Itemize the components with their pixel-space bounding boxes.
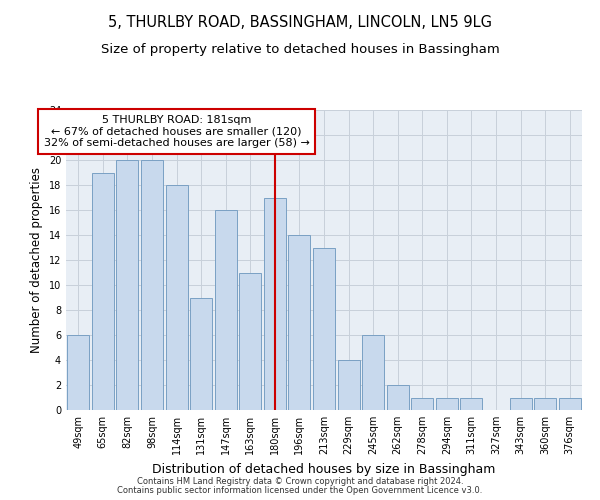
Bar — [313, 248, 335, 410]
Bar — [239, 272, 262, 410]
Bar — [338, 360, 359, 410]
Bar — [215, 210, 237, 410]
Bar — [166, 185, 188, 410]
Bar — [411, 398, 433, 410]
Bar — [460, 398, 482, 410]
Text: Size of property relative to detached houses in Bassingham: Size of property relative to detached ho… — [101, 42, 499, 56]
Bar — [534, 398, 556, 410]
Bar — [386, 385, 409, 410]
Bar — [67, 335, 89, 410]
Bar — [141, 160, 163, 410]
X-axis label: Distribution of detached houses by size in Bassingham: Distribution of detached houses by size … — [152, 462, 496, 475]
Bar — [264, 198, 286, 410]
Bar — [362, 335, 384, 410]
Bar — [116, 160, 139, 410]
Bar — [509, 398, 532, 410]
Text: 5, THURLBY ROAD, BASSINGHAM, LINCOLN, LN5 9LG: 5, THURLBY ROAD, BASSINGHAM, LINCOLN, LN… — [108, 15, 492, 30]
Text: Contains public sector information licensed under the Open Government Licence v3: Contains public sector information licen… — [118, 486, 482, 495]
Y-axis label: Number of detached properties: Number of detached properties — [30, 167, 43, 353]
Bar — [289, 235, 310, 410]
Text: Contains HM Land Registry data © Crown copyright and database right 2024.: Contains HM Land Registry data © Crown c… — [137, 477, 463, 486]
Bar — [190, 298, 212, 410]
Bar — [559, 398, 581, 410]
Bar — [92, 172, 114, 410]
Text: 5 THURLBY ROAD: 181sqm
← 67% of detached houses are smaller (120)
32% of semi-de: 5 THURLBY ROAD: 181sqm ← 67% of detached… — [44, 115, 310, 148]
Bar — [436, 398, 458, 410]
